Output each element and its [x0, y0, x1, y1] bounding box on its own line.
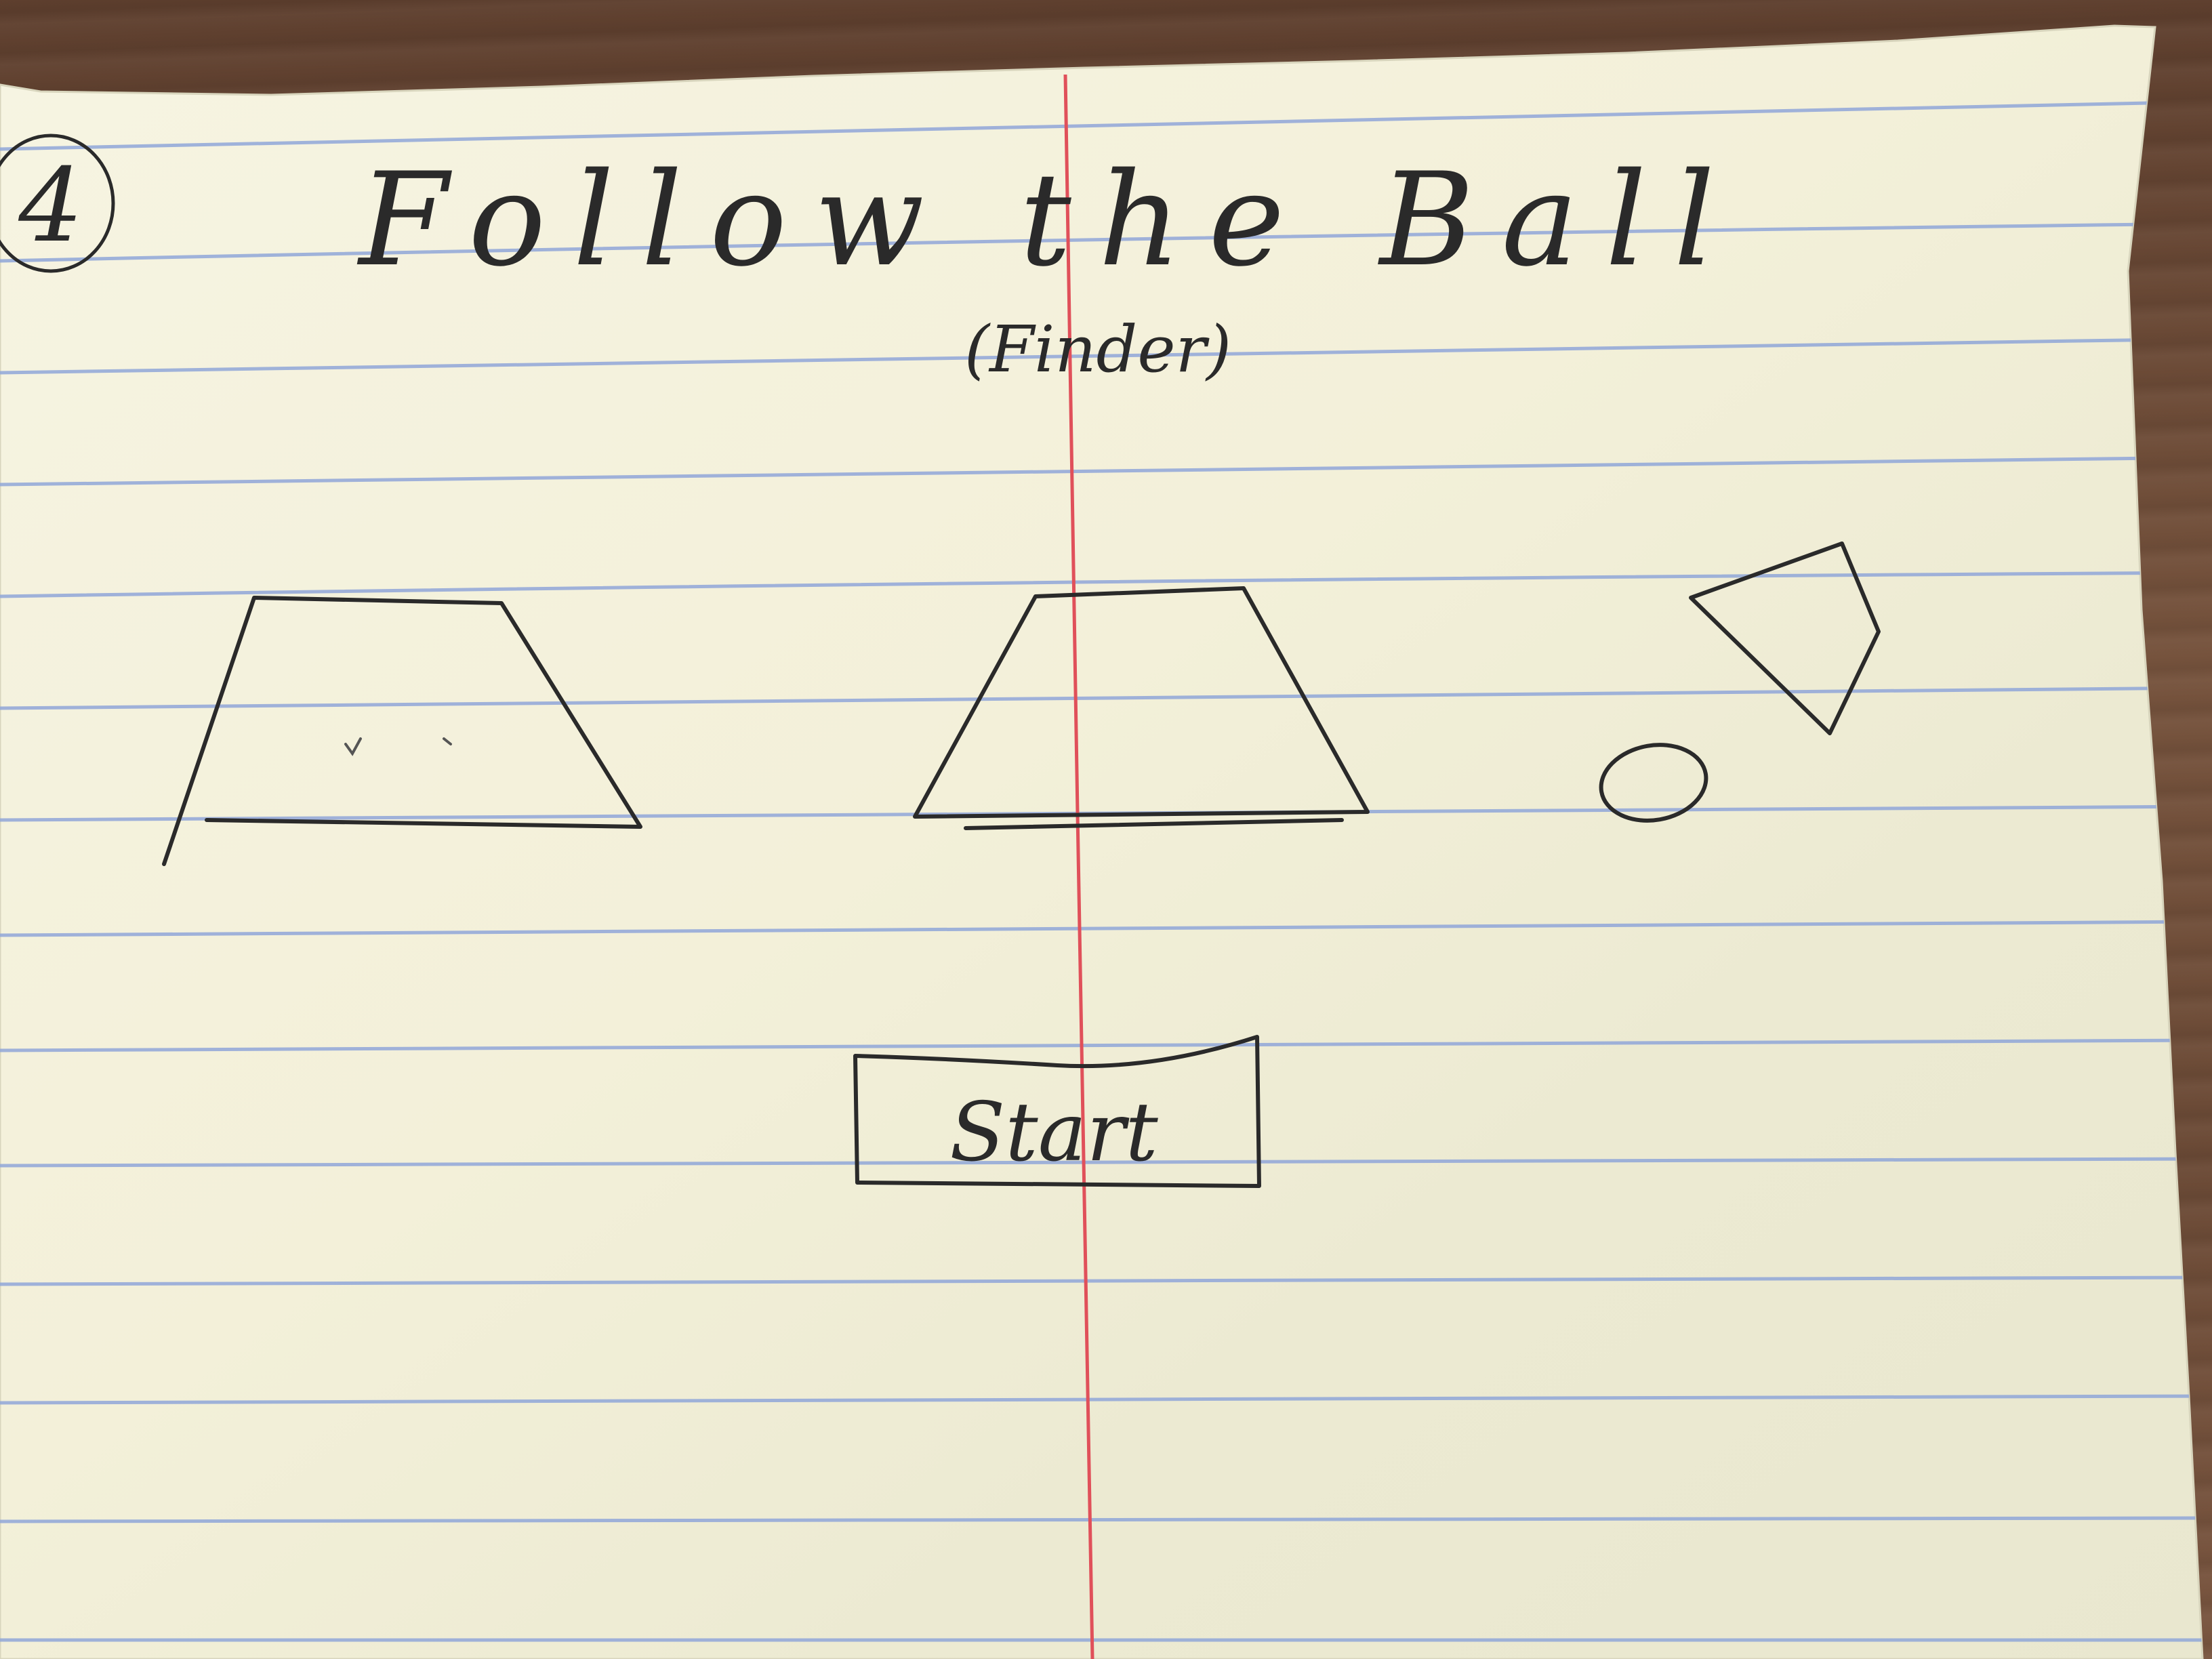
- cup-middle[interactable]: [913, 586, 1370, 830]
- trapezoid-cup-icon: [162, 596, 642, 866]
- card-number-badge: 4: [0, 134, 115, 273]
- start-button-frame: [853, 1035, 1261, 1188]
- trapezoid-cup-icon: [913, 586, 1370, 830]
- cup-mark: [344, 737, 452, 756]
- start-button-label: Start: [949, 1086, 1158, 1180]
- start-button[interactable]: Start: [853, 1035, 1261, 1188]
- page-title: Follow the Ball: [357, 145, 1742, 295]
- ball[interactable]: [1595, 737, 1713, 828]
- tilted-cup-icon: [1689, 541, 1881, 735]
- cup-tilted[interactable]: [1689, 541, 1881, 735]
- page-subtitle: (Finder): [964, 312, 1231, 387]
- ball-icon: [1599, 743, 1708, 823]
- card-number: 4: [18, 147, 83, 265]
- cup-left[interactable]: [162, 596, 642, 866]
